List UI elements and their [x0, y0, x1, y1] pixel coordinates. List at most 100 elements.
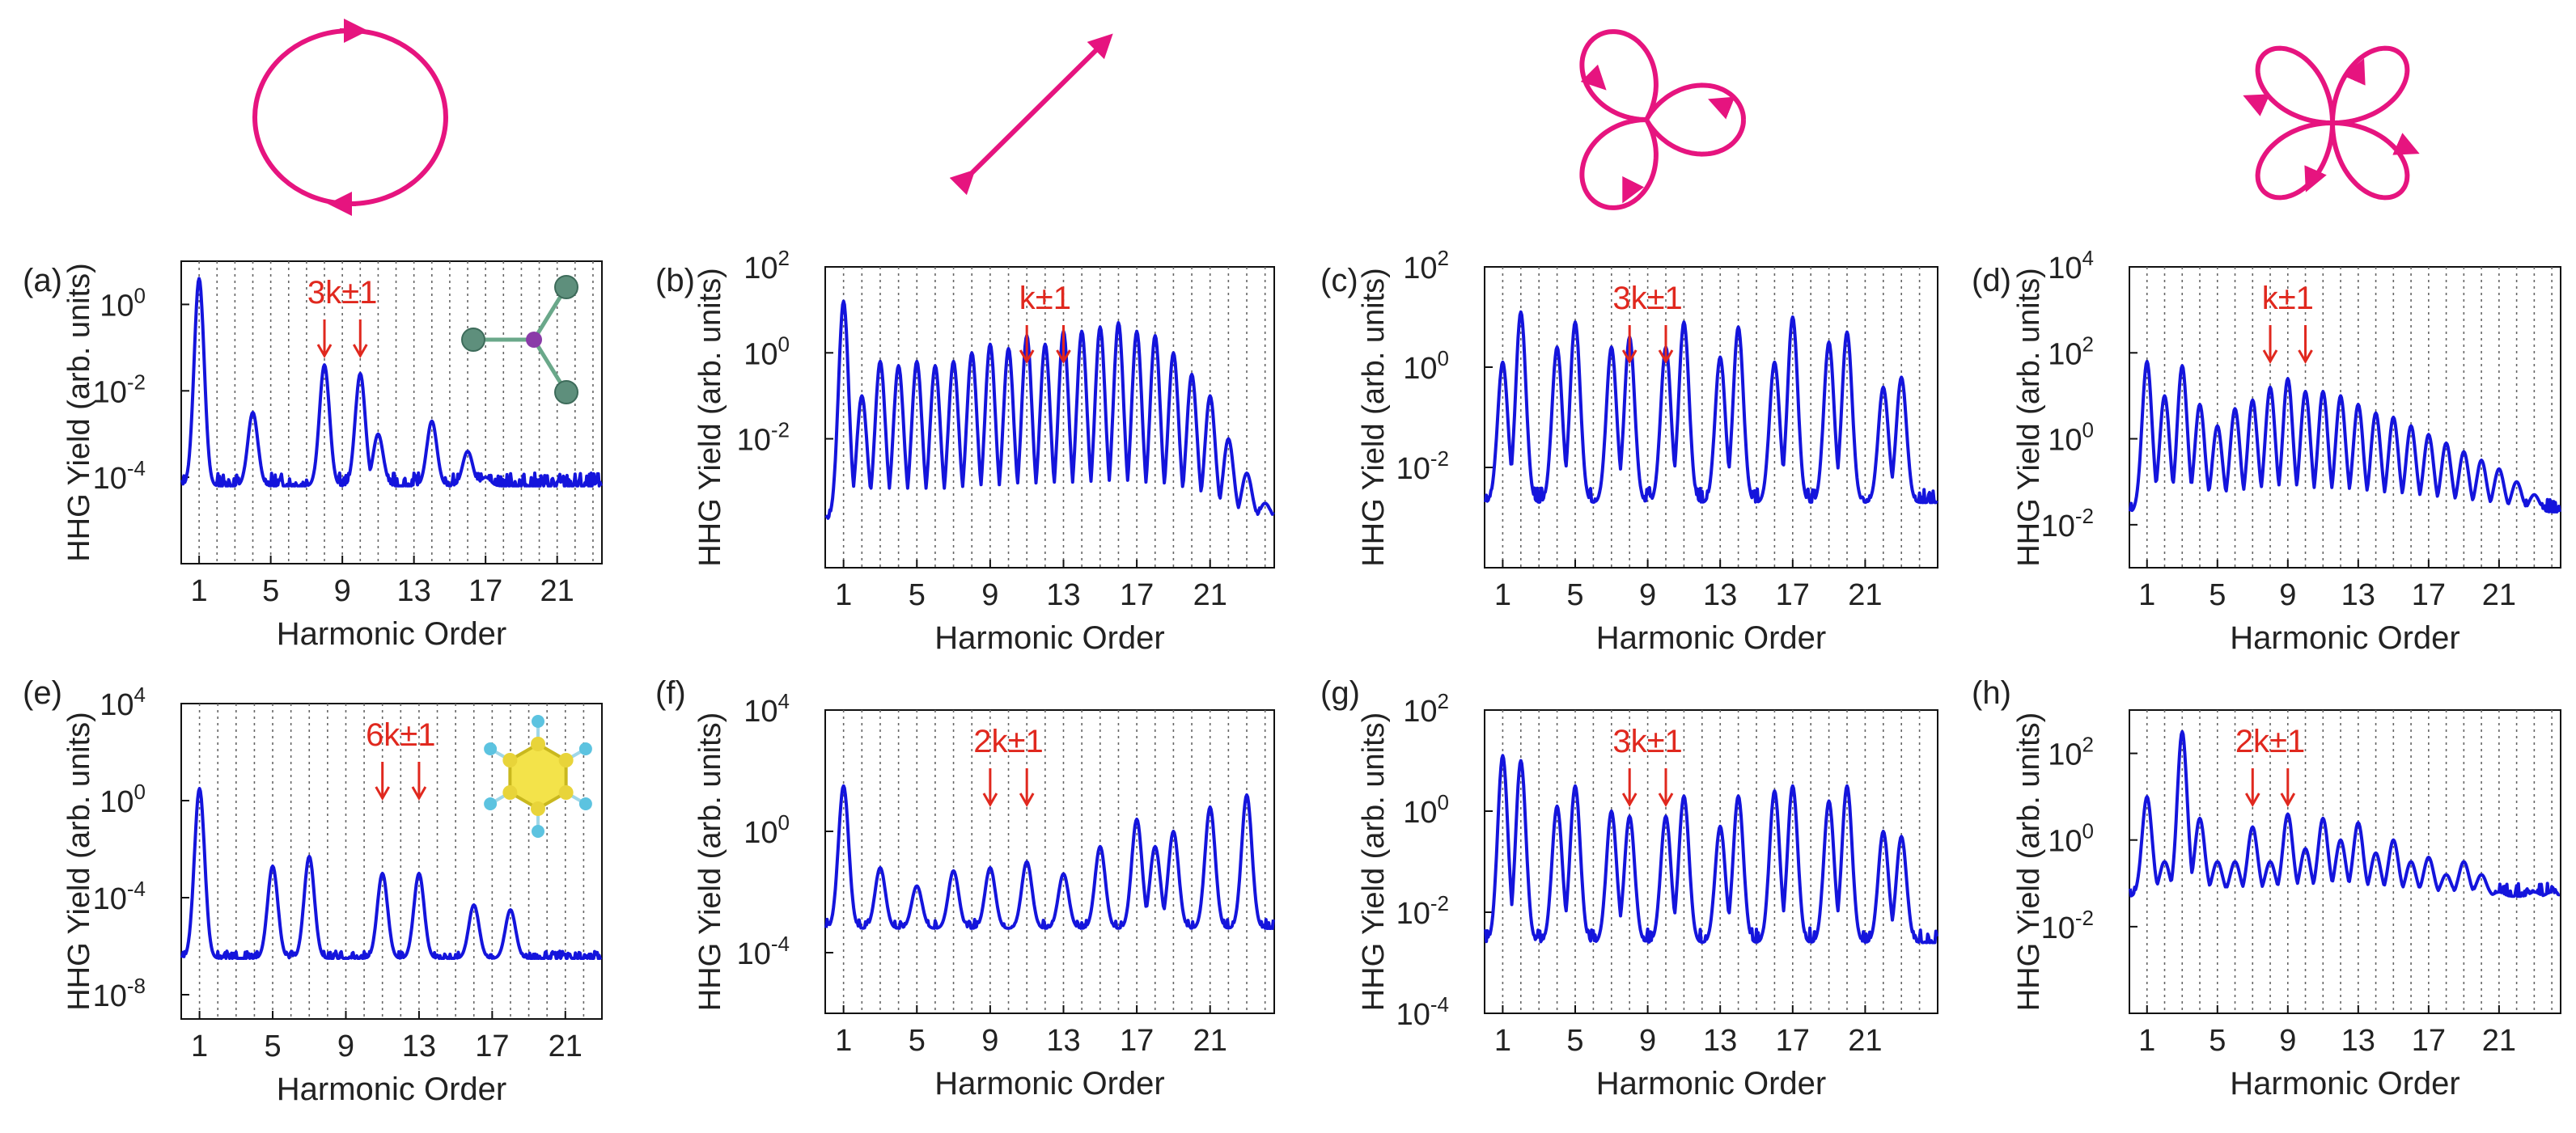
plot-frame: [180, 703, 603, 1020]
x-tick-label: 9: [337, 1029, 354, 1063]
y-tick-label: 10-4: [93, 877, 146, 916]
atom: [554, 380, 578, 404]
y-tick-label: 104: [2048, 246, 2094, 285]
atom-center: [526, 332, 542, 348]
x-tick-label: 17: [2412, 1024, 2446, 1058]
series-line: [180, 787, 603, 960]
atom-h: [484, 797, 498, 810]
plot-frame: [824, 266, 1275, 569]
y-axis-label: HHG Yield (arb. units): [693, 712, 727, 1012]
annotation-arrowhead: [2262, 349, 2278, 365]
x-tick-label: 17: [1776, 1024, 1810, 1058]
y-tick-label: 100: [2048, 819, 2094, 859]
field-arrow: [2392, 133, 2420, 155]
atom-c: [531, 737, 545, 751]
series-line: [1484, 754, 1938, 945]
panel-c: (c) 1 5 9 13 17 21 10-2 100 102 Harmonic Order HHG …: [1320, 246, 1938, 656]
plot-frame: [824, 709, 1275, 1014]
atom-h: [532, 825, 544, 838]
annotation-arrowhead: [1019, 349, 1035, 365]
x-tick-label: 1: [191, 574, 208, 608]
y-axis-label: HHG Yield (arb. units): [1357, 712, 1391, 1012]
atom-h: [578, 742, 592, 755]
y-axis-label: HHG Yield (arb. units): [693, 268, 727, 567]
x-axis-label: Harmonic Order: [277, 1072, 507, 1107]
annotation-arrowhead: [2244, 793, 2260, 808]
x-tick-label: 13: [1046, 1024, 1080, 1058]
atom: [461, 328, 485, 352]
plot-frame: [2129, 266, 2561, 569]
series-line: [1484, 310, 1938, 505]
series-line: [824, 299, 1275, 520]
y-axis-label: HHG Yield (arb. units): [2012, 268, 2046, 567]
x-tick-label: 13: [397, 574, 431, 608]
x-tick-label: 21: [549, 1029, 583, 1063]
benzene-ring: [508, 742, 568, 811]
x-axis-label: Harmonic Order: [277, 616, 507, 652]
y-tick-label: 102: [2048, 733, 2094, 772]
annotation-arrowhead: [1658, 349, 1674, 365]
x-tick-label: 21: [1848, 1024, 1882, 1058]
x-tick-label: 21: [1848, 578, 1882, 612]
x-tick-label: 17: [468, 574, 502, 608]
annotation-arrowhead: [316, 344, 333, 359]
atom: [554, 275, 578, 299]
x-tick-label: 5: [1566, 578, 1583, 612]
x-tick-label: 9: [981, 578, 998, 612]
x-tick-label: 17: [475, 1029, 509, 1063]
annotation-arrowhead: [352, 344, 368, 359]
x-tick-label: 1: [1494, 578, 1511, 612]
y-tick-label: 10-2: [737, 418, 790, 458]
plot-frame: [180, 260, 603, 564]
panel-a: (a) 1 5 9 13 17 21 10-4 10-2 100 Harmonic Order HHG…: [23, 260, 603, 652]
panel-h: (h) 1 5 9 13 17 21 10-2 100 102 Harmonic Order HHG …: [1972, 675, 2561, 1101]
x-tick-label: 5: [262, 574, 279, 608]
selection-rule-label: 3k±1: [307, 275, 377, 311]
annotation-arrowhead: [982, 793, 998, 808]
y-axis-label: HHG Yield (arb. units): [2012, 712, 2046, 1012]
x-tick-label: 17: [1120, 1024, 1154, 1058]
annotation-arrowhead: [1658, 793, 1674, 808]
y-tick-label: 10-2: [1396, 891, 1449, 931]
field-arrow: [2243, 94, 2270, 116]
x-tick-label: 5: [909, 578, 926, 612]
atom-h: [532, 715, 544, 728]
panel-f: (f) 1 5 9 13 17 21 10-4 100 104 Harmonic Order HHG …: [655, 675, 1275, 1101]
panel-b: (b) 1 5 9 13 17 21 10-2 100 102 Harmonic Order HHG …: [655, 246, 1275, 656]
y-tick-label: 10-2: [2041, 906, 2094, 945]
panel-label: (f): [655, 675, 686, 711]
y-tick-label: 104: [100, 683, 146, 722]
x-tick-label: 13: [1703, 1024, 1737, 1058]
x-tick-label: 21: [2482, 578, 2516, 612]
x-tick-label: 13: [1046, 578, 1080, 612]
y-tick-label: 100: [1403, 346, 1449, 386]
y-tick-label: 100: [744, 810, 790, 850]
selection-rule-label: 3k±1: [1612, 724, 1682, 759]
selection-rule-label: k±1: [1019, 281, 1071, 316]
y-axis-label: HHG Yield (arb. units): [1357, 268, 1391, 567]
field-arrow: [1580, 64, 1607, 91]
x-tick-label: 1: [1494, 1024, 1511, 1058]
atom-h: [484, 742, 498, 755]
x-axis-label: Harmonic Order: [934, 1066, 1165, 1101]
x-tick-label: 17: [2412, 578, 2446, 612]
x-tick-label: 5: [909, 1024, 926, 1058]
atom-c: [502, 753, 518, 767]
annotation-arrowhead: [411, 786, 427, 801]
x-tick-label: 5: [264, 1029, 281, 1063]
atom-c: [558, 753, 574, 767]
panel-label: (c): [1320, 263, 1358, 298]
atom-c: [531, 801, 545, 816]
panel-label: (g): [1320, 675, 1360, 711]
x-tick-label: 5: [1566, 1024, 1583, 1058]
x-tick-label: 9: [1639, 1024, 1656, 1058]
x-tick-label: 17: [1120, 578, 1154, 612]
field-shape-trefoil: [1579, 29, 1746, 210]
series-line: [824, 784, 1275, 930]
x-tick-label: 9: [1639, 578, 1656, 612]
panel-label: (b): [655, 263, 695, 298]
y-tick-label: 10-2: [1396, 446, 1449, 486]
selection-rule-label: 2k±1: [2235, 724, 2305, 759]
x-axis-label: Harmonic Order: [2230, 620, 2460, 656]
